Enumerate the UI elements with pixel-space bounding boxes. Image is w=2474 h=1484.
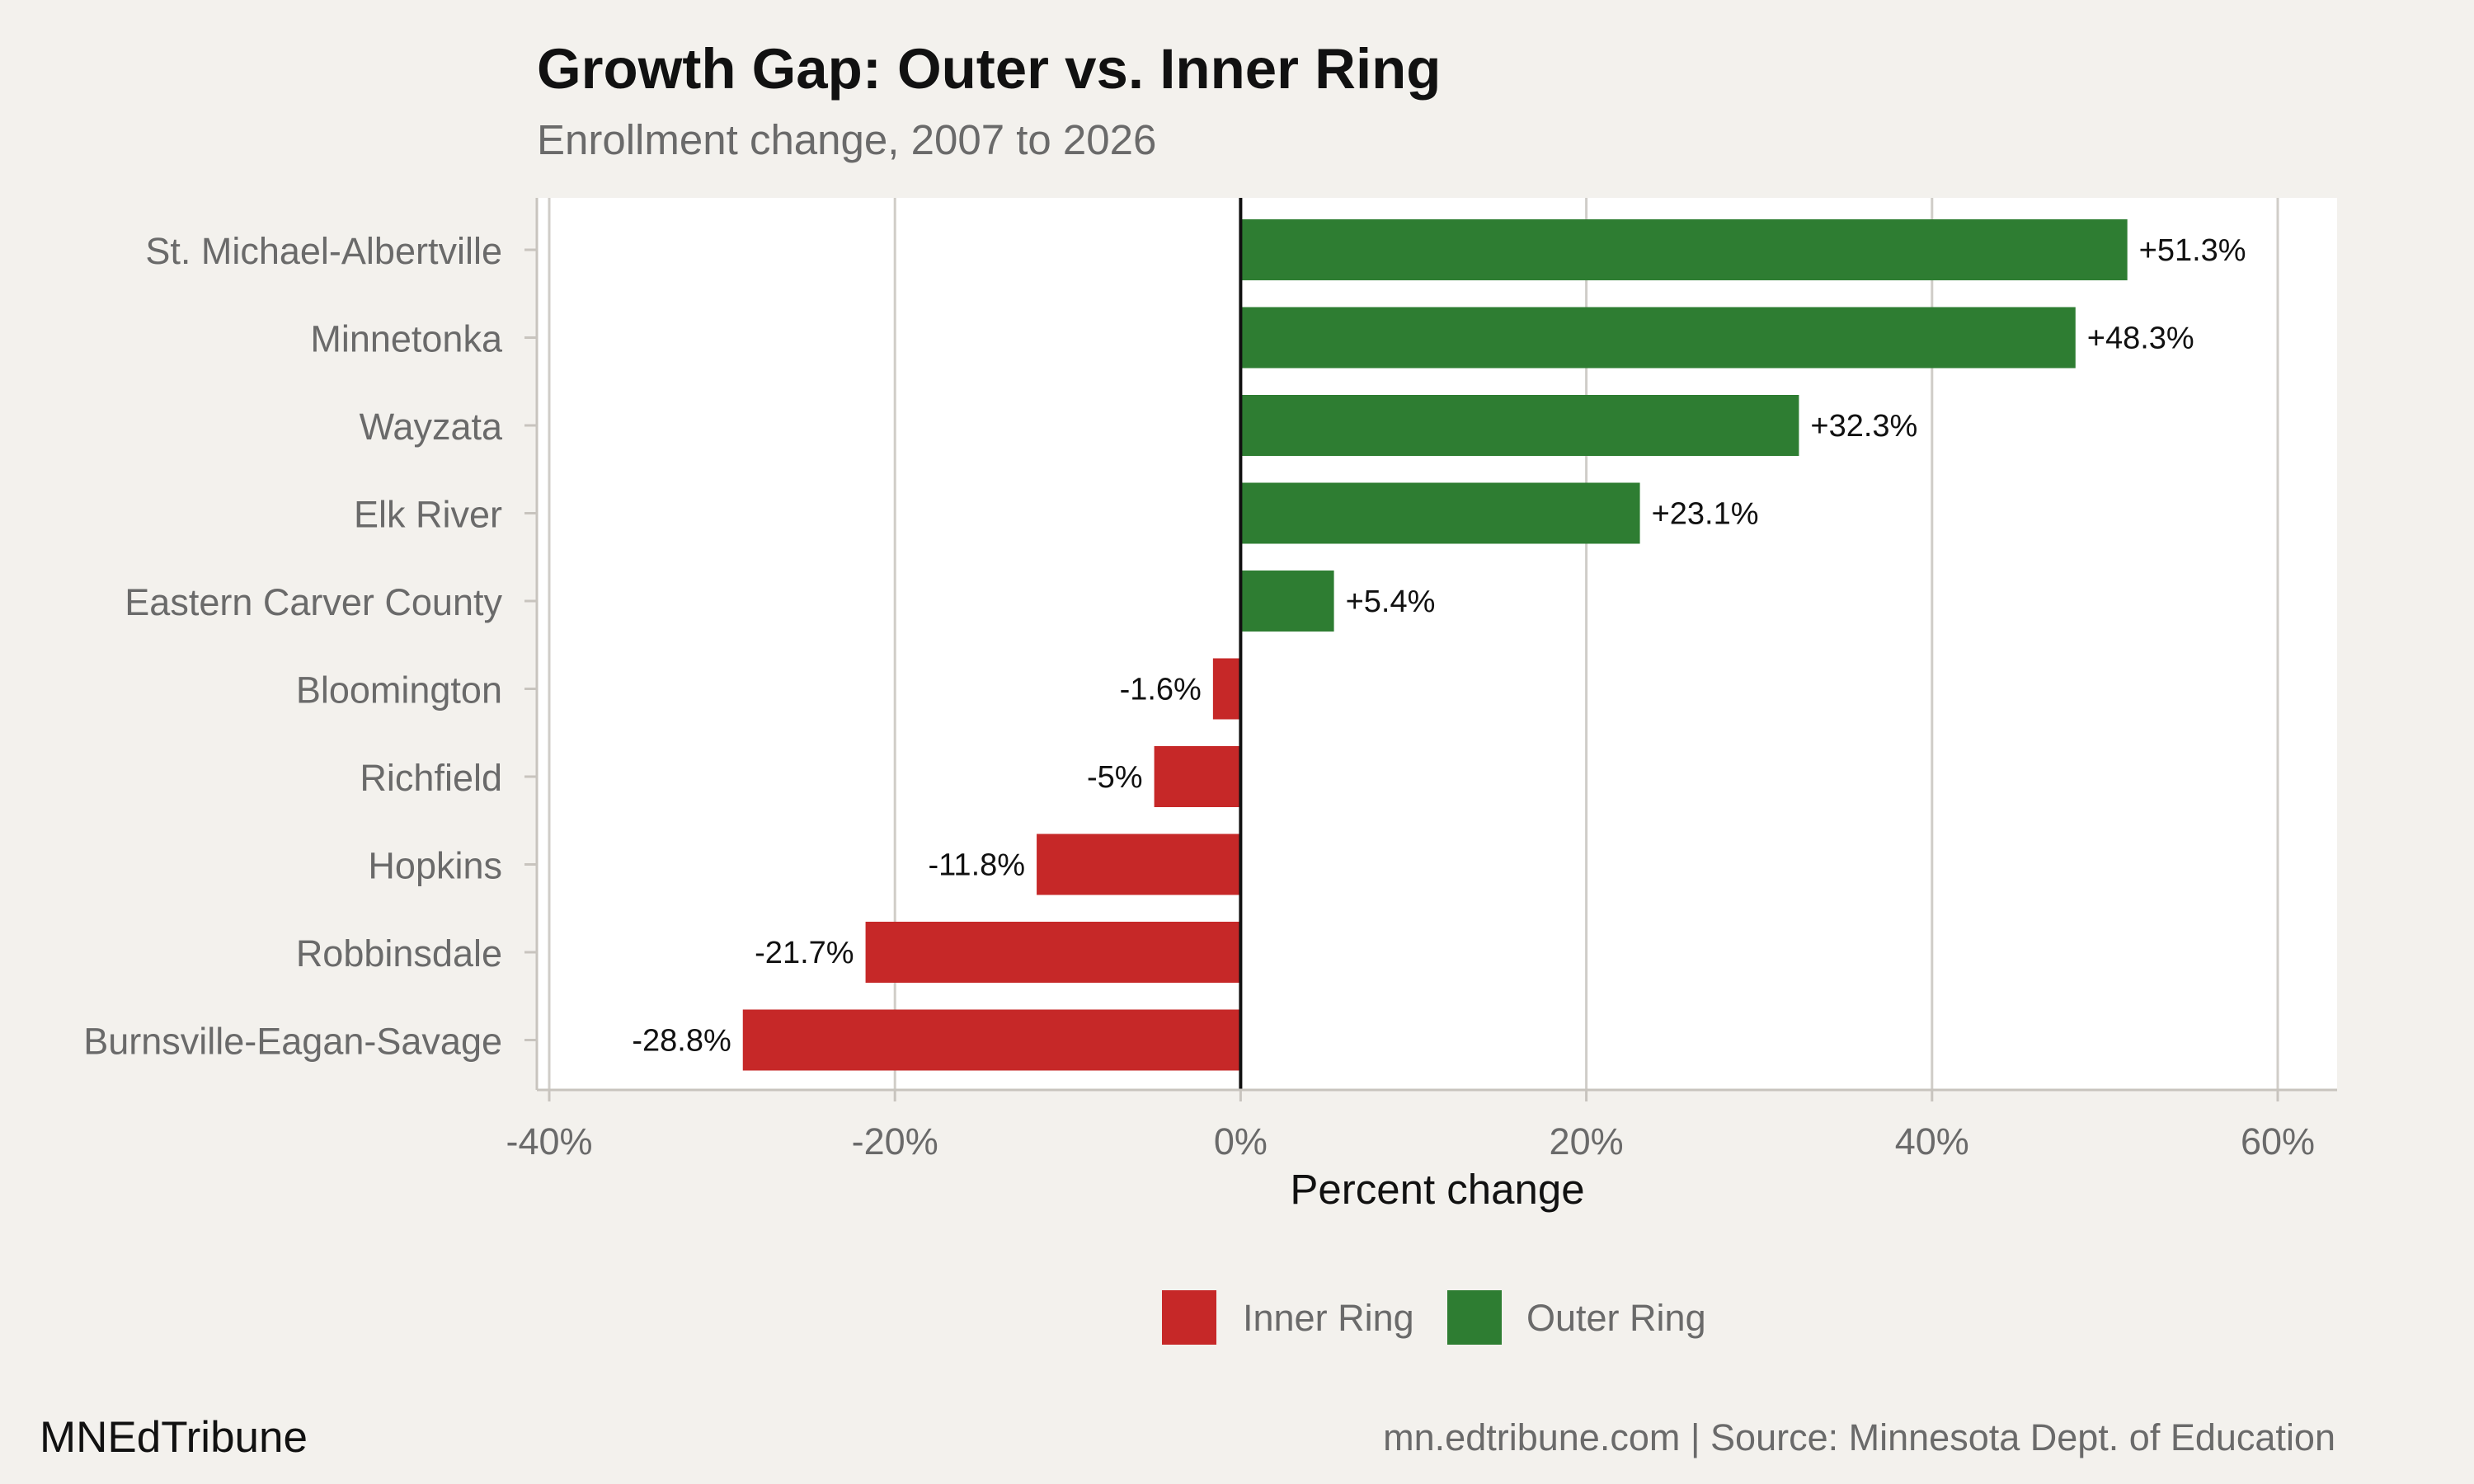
y-tick-label: Robbinsdale (296, 932, 502, 974)
y-tick-label: Hopkins (368, 845, 502, 887)
bar (1240, 219, 2128, 280)
x-tick-label: -40% (506, 1120, 592, 1162)
y-tick-label: Burnsville-Eagan-Savage (83, 1021, 502, 1063)
bar (1240, 571, 1334, 632)
x-tick-label: 60% (2241, 1120, 2315, 1162)
legend-swatch (1162, 1290, 1216, 1345)
legend-swatch (1447, 1290, 1502, 1345)
bar (742, 1009, 1241, 1071)
data-labels: +51.3% +48.3% +32.3% +23.1% +5.4% -1.6% -5% -11… (632, 233, 2246, 1059)
chart-title: Growth Gap: Outer vs. Inner Ring (537, 37, 1442, 101)
data-label: -1.6% (1120, 673, 1202, 707)
legend: Inner Ring Outer Ring (1162, 1290, 1706, 1345)
x-tick-label: -20% (852, 1120, 938, 1162)
data-label: +48.3% (2087, 322, 2194, 356)
data-label: +23.1% (1652, 497, 1759, 532)
x-tick-label: 20% (1550, 1120, 1624, 1162)
y-tick-label: St. Michael-Albertville (145, 230, 502, 272)
bars (742, 219, 2128, 1071)
bar (865, 922, 1241, 983)
y-tick-label: Richfield (360, 757, 502, 799)
brand-logo-text: MNEdTribune (40, 1413, 308, 1462)
data-label: -28.8% (632, 1024, 731, 1059)
legend-label: Outer Ring (1526, 1297, 1706, 1339)
chart-subtitle: Enrollment change, 2007 to 2026 (537, 116, 1157, 163)
y-tick-label: Elk River (354, 494, 502, 536)
bar (1212, 658, 1241, 720)
data-label: -11.8% (928, 848, 1025, 883)
data-label: -5% (1087, 760, 1143, 795)
x-axis-title: Percent change (1290, 1166, 1584, 1213)
x-tick-label: 40% (1895, 1120, 1969, 1162)
data-label: +5.4% (1346, 585, 1436, 619)
axes: St. Michael-Albertville Minnetonka Wayzata… (83, 198, 2337, 1162)
data-label: -21.7% (755, 936, 854, 970)
y-tick-label: Bloomington (296, 669, 502, 711)
bar (1037, 834, 1241, 895)
bar (1240, 482, 1640, 544)
data-label: +32.3% (1810, 409, 1917, 444)
y-tick-label: Minnetonka (310, 318, 503, 360)
y-tick-label: Wayzata (360, 406, 503, 448)
y-tick-label: Eastern Carver County (125, 581, 502, 623)
source-credit: mn.edtribune.com | Source: Minnesota Dep… (1383, 1416, 2335, 1458)
bar (1240, 395, 1799, 456)
data-label: +51.3% (2139, 233, 2246, 268)
legend-label: Inner Ring (1243, 1297, 1414, 1339)
bar (1240, 307, 2076, 369)
bar (1154, 746, 1241, 807)
x-tick-label: 0% (1214, 1120, 1268, 1162)
